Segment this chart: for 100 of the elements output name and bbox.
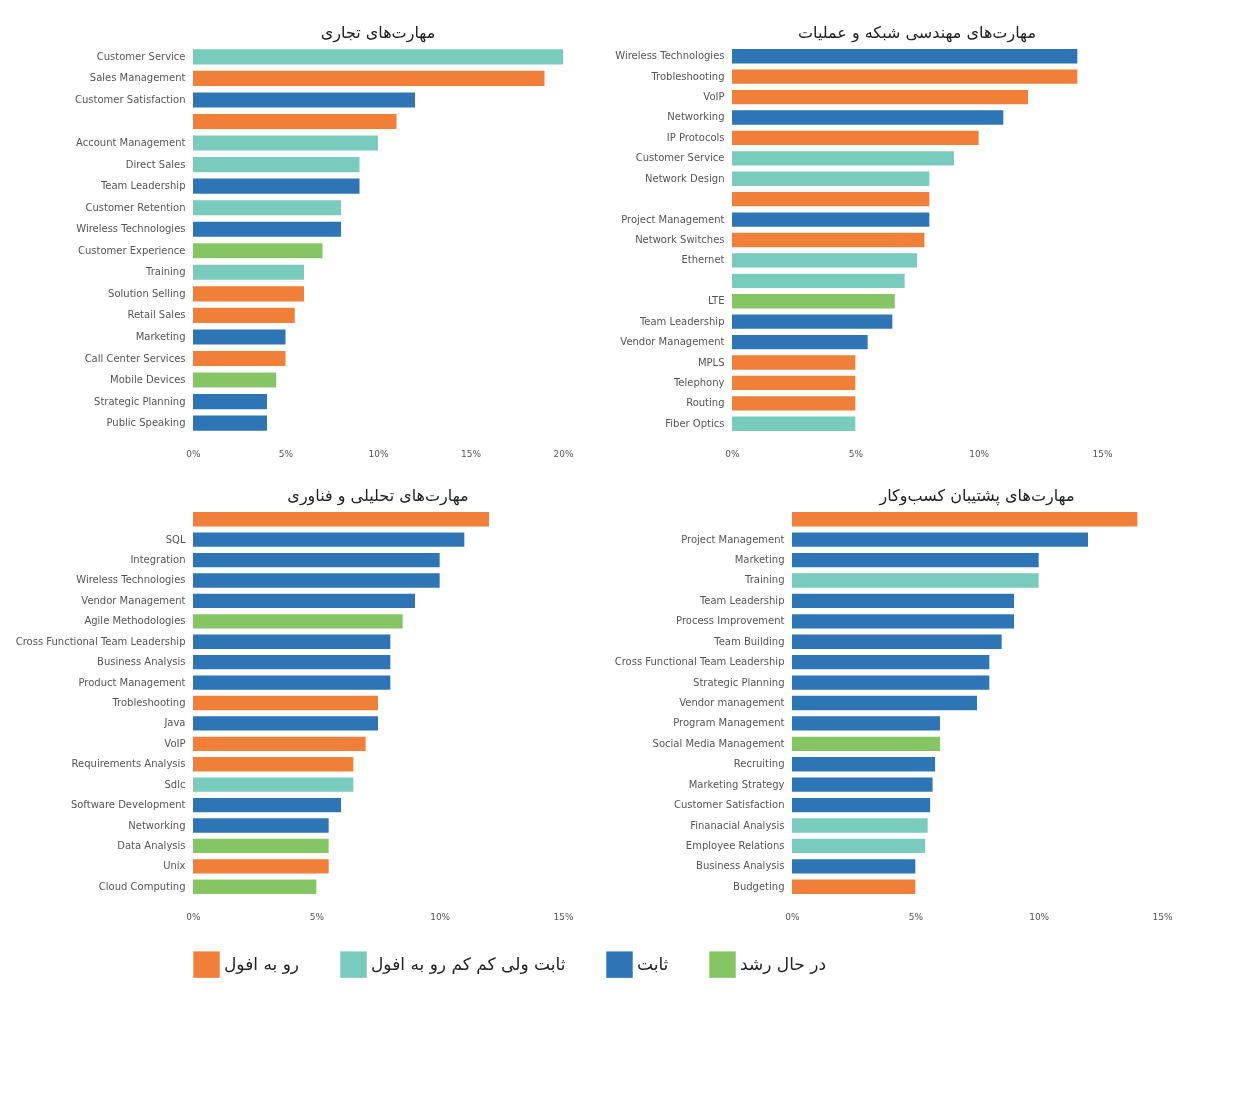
y-tick-label: Team Leadership [698,594,785,606]
y-tick-label: Sdlc [164,778,186,790]
bar [792,614,1014,629]
bar [193,243,323,259]
x-tick-label: 10% [430,911,451,922]
x-tick-label: 20% [553,448,574,459]
bar [193,512,489,527]
x-tick-label: 15% [1152,911,1173,922]
y-tick-label: Requirements Analysis [71,758,186,770]
y-tick-label: Business Analysis [696,860,785,872]
y-tick-label: Direct Sales [125,158,186,170]
y-tick-label: Customer Retention [85,201,186,213]
bar [792,512,1138,527]
y-tick-label: Ethernet [681,254,725,266]
bar [732,69,1078,84]
bar [732,355,856,370]
bar [193,695,378,711]
legend-label: در حال رشد [740,953,827,974]
y-tick-label: Team Leadership [99,180,186,192]
bar [732,232,925,248]
y-tick-label: Marketing [135,330,186,342]
bar [193,838,329,854]
y-tick-label: Product Management [78,676,186,688]
y-tick-label: Retail Sales [127,309,186,321]
bar [193,415,267,431]
y-tick-label: Account Management [76,137,186,149]
bar [792,716,940,731]
bar [193,859,329,874]
bar [193,221,341,237]
bar [193,329,286,345]
y-tick-label: Employee Relations [685,839,785,851]
y-tick-label: VoIP [703,91,725,103]
x-tick-label: 0% [186,911,202,922]
y-tick-label: IP Protocols [666,131,725,143]
x-tick-label: 15% [1092,448,1113,459]
y-tick-label: Marketing Strategy [688,778,785,790]
y-tick-label: Data Analysis [117,839,186,851]
y-tick-label: Network Design [645,172,725,184]
y-tick-label: Vendor Management [620,336,725,348]
y-tick-label: Unix [163,860,186,872]
bar [193,593,415,609]
bar [193,797,341,813]
y-tick-label: MPLS [697,356,725,368]
bar [792,593,1014,609]
bar [792,695,977,711]
y-tick-label: Customer Service [96,50,186,62]
bar [732,375,856,391]
y-tick-label: Java [163,717,186,729]
y-tick-label: Trobleshooting [111,697,186,708]
y-tick-label: Project Management [621,213,725,225]
y-tick-label: Cross Functional Team Leadership [614,656,785,668]
y-tick-label: Customer Experience [77,244,186,256]
bar [732,110,1004,125]
y-tick-label: Customer Service [635,152,725,164]
bar [792,818,928,833]
y-tick-label: VoIP [164,737,186,749]
y-tick-label: Marketing [734,554,785,566]
y-tick-label: Solution Selling [108,287,186,299]
y-tick-label: Training [744,574,785,586]
chart-title: مهارت‌های تجاری [320,23,436,43]
y-tick-label: Public Speaking [106,417,186,429]
bar [732,89,1028,105]
y-tick-label: Routing [686,397,725,409]
x-tick-label: 5% [848,448,864,459]
bar [732,192,930,207]
bar [193,716,378,731]
bar [193,113,397,130]
bar [193,573,440,588]
bar [732,273,905,288]
bar [792,757,936,772]
bar [193,264,304,280]
bar [792,573,1039,588]
y-tick-label: Finanacial Analysis [690,819,785,831]
x-tick-label: 15% [553,911,574,922]
bar [193,286,304,302]
bar [732,396,856,411]
y-tick-label: Software Development [70,799,186,811]
x-tick-label: 5% [908,911,924,922]
bar [792,736,940,751]
y-tick-label: Cloud Computing [98,880,186,892]
bar [193,49,563,65]
bar [193,655,391,670]
x-tick-label: 0% [785,911,801,922]
legend-label: ثابت ولی کم کم رو به افول [371,953,566,975]
y-tick-label: Customer Satisfaction [674,799,785,811]
y-tick-label: Call Center Services [84,352,186,364]
bar [193,532,465,547]
bar [193,70,545,86]
bar [732,49,1078,64]
bar [732,294,895,309]
bar [792,675,990,690]
bar [193,634,391,649]
y-tick-label: Fiber Optics [665,417,725,429]
bar [732,130,979,146]
bar [193,675,391,690]
y-tick-label: Network Switches [635,234,725,245]
x-tick-label: 0% [725,448,741,459]
y-tick-label: Recruiting [733,758,785,770]
bar [193,614,403,629]
y-tick-label: LTE [707,295,725,307]
